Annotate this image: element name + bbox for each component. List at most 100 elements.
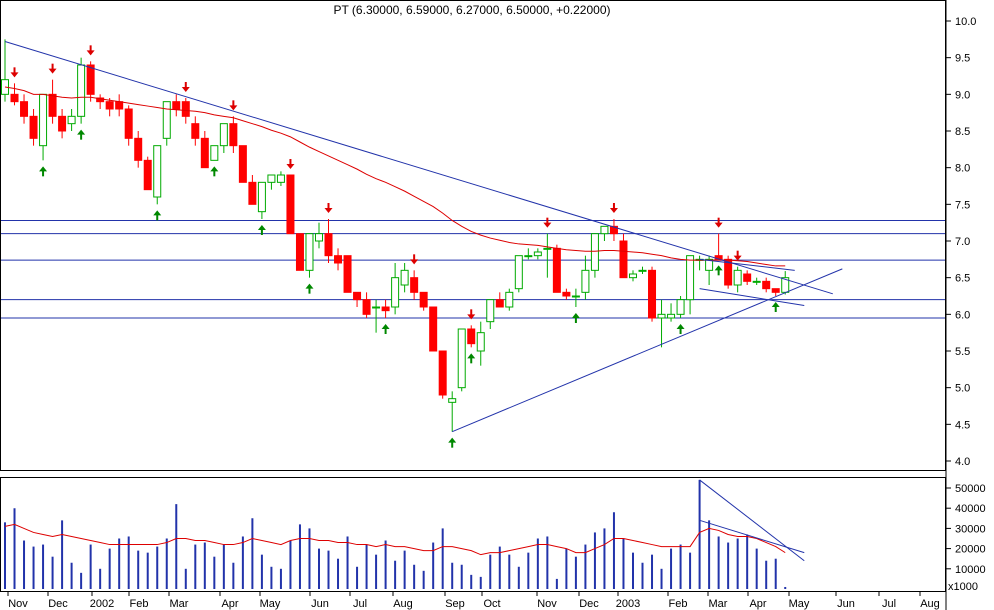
trendline [699, 288, 805, 307]
sell-signal-arrow [286, 164, 295, 169]
buy-signal-arrow [153, 210, 162, 216]
y-tick-label: 6.0 [955, 309, 970, 321]
sell-signal-arrow [467, 314, 476, 320]
x-tick-label: Jul [882, 598, 896, 610]
x-tick-label: Feb [130, 598, 149, 610]
candle-body [305, 233, 314, 271]
volume-panel-frame [0, 477, 946, 592]
chart-title: PT (6.30000, 6.59000, 6.27000, 6.50000, … [333, 3, 610, 17]
x-tick-label: Apr [749, 598, 766, 610]
x-tick-label: Jun [837, 598, 855, 610]
y-tick-label: 6.5 [955, 273, 970, 285]
candle-body [334, 255, 343, 264]
candle-body [724, 258, 733, 286]
x-tick-label: Jul [353, 598, 367, 610]
x-tick-label: Dec [579, 598, 599, 610]
y-tick-label: 8.0 [955, 163, 970, 175]
candle-body [609, 225, 618, 235]
candle-body [153, 145, 162, 198]
y-tick-label: 7.0 [955, 236, 970, 248]
x-tick-label: 2002 [90, 598, 114, 610]
x-tick-label: Aug [393, 598, 413, 610]
x-tick-label: Feb [669, 598, 688, 610]
candle-body [58, 115, 67, 132]
candle-body [648, 269, 657, 319]
candle-body [295, 233, 304, 271]
candle-body [172, 101, 181, 110]
candle-body [638, 269, 647, 272]
candle-body [495, 299, 504, 308]
candle-body [552, 247, 561, 293]
candle-body [419, 291, 428, 308]
candle-body [77, 64, 86, 117]
y-tick-label: 8.5 [955, 126, 970, 138]
trendline [452, 268, 843, 433]
x-tick-label: Jun [311, 598, 329, 610]
candle-body [276, 174, 285, 183]
candle-body [229, 123, 238, 147]
candle-body [115, 101, 124, 110]
volume-panel: 50000 40000 30000 20000 10000 [4, 479, 986, 589]
candle-body [238, 145, 247, 183]
candle-body [210, 145, 219, 161]
volume-tick-label: 10000 [955, 564, 986, 576]
candle-body [467, 328, 476, 345]
x-tick-label: May [789, 598, 810, 610]
candle-body [400, 269, 409, 286]
volume-trendline [699, 519, 805, 554]
price-panel: 10.0 9.5 9.0 8.5 8.0 7.5 7.0 6.5 6.0 5.5 5.0 4.5 4.0 [0, 16, 976, 468]
volume-tick-label: 30000 [955, 523, 986, 535]
candle-body [733, 269, 742, 286]
candle-body [143, 159, 152, 191]
sell-signal-arrow [609, 208, 618, 213]
sell-signal-arrow [229, 105, 238, 111]
candle-body [48, 93, 57, 117]
candle-body [657, 313, 666, 319]
x-tick-label: Mar [709, 598, 728, 610]
candle-body [486, 299, 495, 323]
x-tick-label: Aug [920, 598, 940, 610]
candle-body [457, 328, 466, 389]
candle-body [676, 299, 685, 315]
candle-body [505, 291, 514, 308]
x-tick-label: Nov [8, 598, 28, 610]
y-tick-label: 9.5 [955, 53, 970, 65]
candle-body [257, 181, 266, 213]
y-tick-label: 4.5 [955, 419, 970, 431]
candle-body [324, 233, 333, 257]
candle-body [391, 277, 400, 308]
trendline [699, 258, 795, 271]
candle-body [105, 101, 114, 110]
candle-body [562, 291, 571, 297]
volume-tick-label: 40000 [955, 503, 986, 515]
sell-signal-arrow [10, 72, 19, 78]
sell-signal-arrow [48, 68, 57, 74]
buy-signal-arrow [77, 129, 86, 135]
volume-tick-label: 50000 [955, 483, 986, 495]
x-tick-label: Apr [221, 598, 238, 610]
candle-body [571, 295, 580, 298]
candle-body [353, 291, 362, 301]
x-tick-label: Nov [537, 598, 557, 610]
candle-body [162, 101, 171, 139]
candle-body [619, 240, 628, 279]
candle-body [267, 174, 276, 183]
candle-body [429, 306, 438, 352]
candle-body [67, 115, 76, 125]
y-tick-label: 5.0 [955, 383, 970, 395]
candle-body [438, 350, 447, 396]
buy-signal-arrow [257, 225, 266, 230]
candle-body [762, 280, 771, 290]
candle-body [705, 258, 714, 271]
candle-body [20, 101, 29, 117]
candle-body [314, 233, 323, 242]
x-tick-label: May [260, 598, 281, 610]
candle-body [10, 93, 19, 103]
sell-signal-arrow [86, 50, 95, 56]
sell-signal-arrow [733, 255, 742, 261]
y-tick-label: 7.5 [955, 199, 970, 211]
candle-body [286, 174, 295, 235]
candle-body [96, 97, 105, 103]
candle-body [343, 255, 352, 293]
sell-signal-arrow [181, 87, 190, 92]
